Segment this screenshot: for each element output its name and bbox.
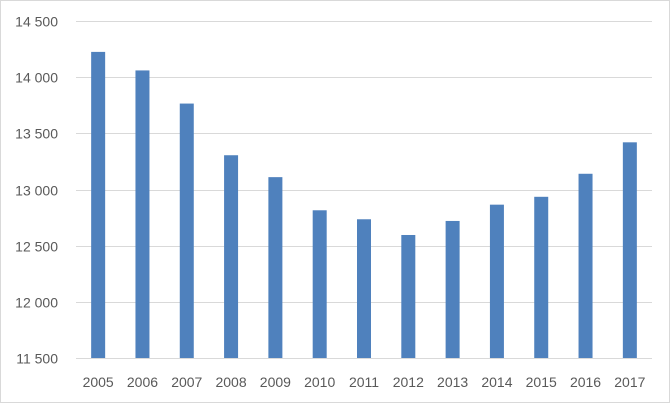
bar-2015 [534,196,549,358]
bar-2005 [91,51,106,359]
bar-2007 [179,103,194,358]
bar-2012 [401,234,416,358]
x-tick-label: 2014 [481,374,512,390]
y-tick-label: 14 500 [15,14,58,30]
bar-2006 [135,70,150,358]
x-tick-label: 2013 [437,374,468,390]
y-tick-label: 13 000 [15,183,58,199]
y-tick-label: 13 500 [15,126,58,142]
y-axis-tick-labels: 11 500 12 000 12 500 13 000 13 500 14 000 14 5… [15,14,58,367]
x-tick-label: 2010 [304,374,335,390]
bar-2010 [312,210,327,358]
x-tick-label: 2012 [393,374,424,390]
x-tick-label: 2006 [127,374,158,390]
bar-2013 [445,220,460,358]
bar-2016 [578,173,593,358]
x-tick-label: 2016 [570,374,601,390]
y-tick-label: 11 500 [16,351,58,367]
x-axis-tick-labels: 2005 2006 2007 2008 2009 2010 2011 2012 2013 2014… [83,374,646,390]
x-tick-label: 2011 [349,374,379,390]
x-tick-label: 2017 [614,374,645,390]
bar-2008 [224,155,239,358]
x-tick-label: 2005 [83,374,114,390]
x-tick-label: 2009 [260,374,291,390]
x-tick-label: 2015 [526,374,557,390]
y-tick-label: 12 000 [15,295,58,311]
bar-2014 [489,204,504,358]
bars [91,51,637,359]
x-tick-label: 2007 [171,374,202,390]
y-tick-label: 14 000 [15,70,58,86]
y-tick-label: 12 500 [15,239,58,255]
bar-2009 [268,177,283,358]
x-tick-label: 2008 [215,374,246,390]
gridlines [76,21,652,303]
bar-2017 [622,142,637,358]
bar-2011 [357,219,371,358]
